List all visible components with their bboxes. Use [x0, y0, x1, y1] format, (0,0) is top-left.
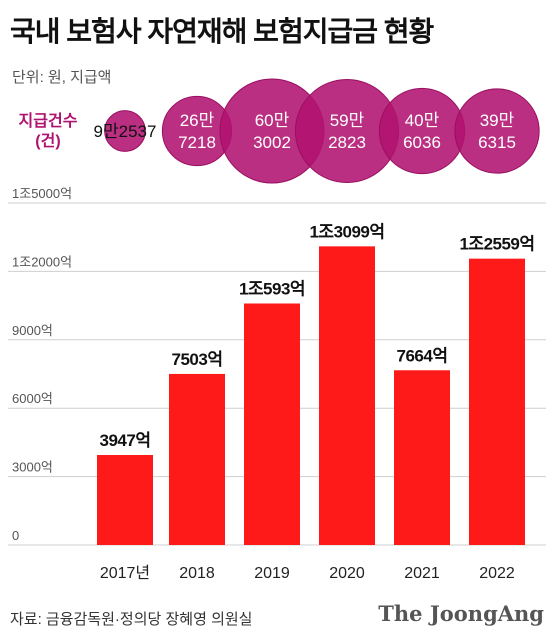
- claim-count-bubble: [378, 87, 466, 175]
- bar: [244, 303, 300, 545]
- unit-note: 단위: 원, 지급액: [12, 69, 112, 86]
- claim-count-label-line2: (건): [35, 133, 61, 150]
- bubble-count-label: 6036: [403, 133, 441, 152]
- x-tick-label: 2022: [479, 565, 515, 582]
- y-tick-label: 6000억: [12, 391, 53, 406]
- bubble-count-label: 60만: [255, 111, 290, 130]
- bar-value-label: 1조2559억: [459, 235, 534, 254]
- bar: [394, 370, 450, 545]
- bubble-count-label: 39만: [480, 111, 515, 130]
- x-tick-label: 2018: [179, 565, 215, 582]
- brand-logo: The JoongAng: [378, 601, 544, 626]
- bar: [97, 455, 153, 545]
- y-tick-label: 0: [12, 528, 19, 543]
- bubble-count-label: 9만2537: [94, 122, 157, 141]
- bubble-count-label: 40만: [405, 111, 440, 130]
- bar-value-label: 1조593억: [239, 279, 305, 298]
- bar-value-label: 3947억: [100, 431, 151, 450]
- bar: [319, 246, 375, 545]
- y-tick-label: 3000억: [12, 460, 53, 475]
- y-tick-label: 1조2000억: [12, 254, 72, 269]
- bubble-count-label: 26만: [180, 111, 215, 130]
- bar-value-label: 7664억: [397, 346, 448, 365]
- bubble-count-label: 6315: [478, 133, 516, 152]
- bubble-count-label: 2823: [328, 133, 366, 152]
- claim-count-label: 지급건수 (건): [8, 112, 88, 152]
- bubble-count-label: 7218: [178, 133, 216, 152]
- y-tick-label: 1조5000억: [12, 186, 72, 201]
- bar: [169, 373, 225, 545]
- source-note: 자료: 금융감독원·정의당 장혜영 의원실: [10, 611, 253, 628]
- bar-value-label: 1조3099억: [309, 222, 384, 241]
- bar: [469, 258, 525, 545]
- bar-value-label: 7503억: [172, 350, 223, 369]
- chart-title: 국내 보험사 자연재해 보험지급금 현황: [10, 16, 434, 47]
- x-tick-label: 2020: [329, 565, 365, 582]
- claim-count-bubble: [454, 88, 540, 174]
- claim-count-bubble: [104, 110, 146, 152]
- x-tick-label: 2017년: [100, 564, 150, 582]
- bubble-count-label: 59만: [330, 111, 365, 130]
- x-tick-label: 2019: [254, 565, 290, 582]
- bubble-count-label: 3002: [253, 133, 291, 152]
- x-tick-label: 2021: [404, 565, 440, 582]
- y-tick-label: 9000억: [12, 323, 53, 338]
- claim-count-label-line1: 지급건수: [18, 113, 78, 130]
